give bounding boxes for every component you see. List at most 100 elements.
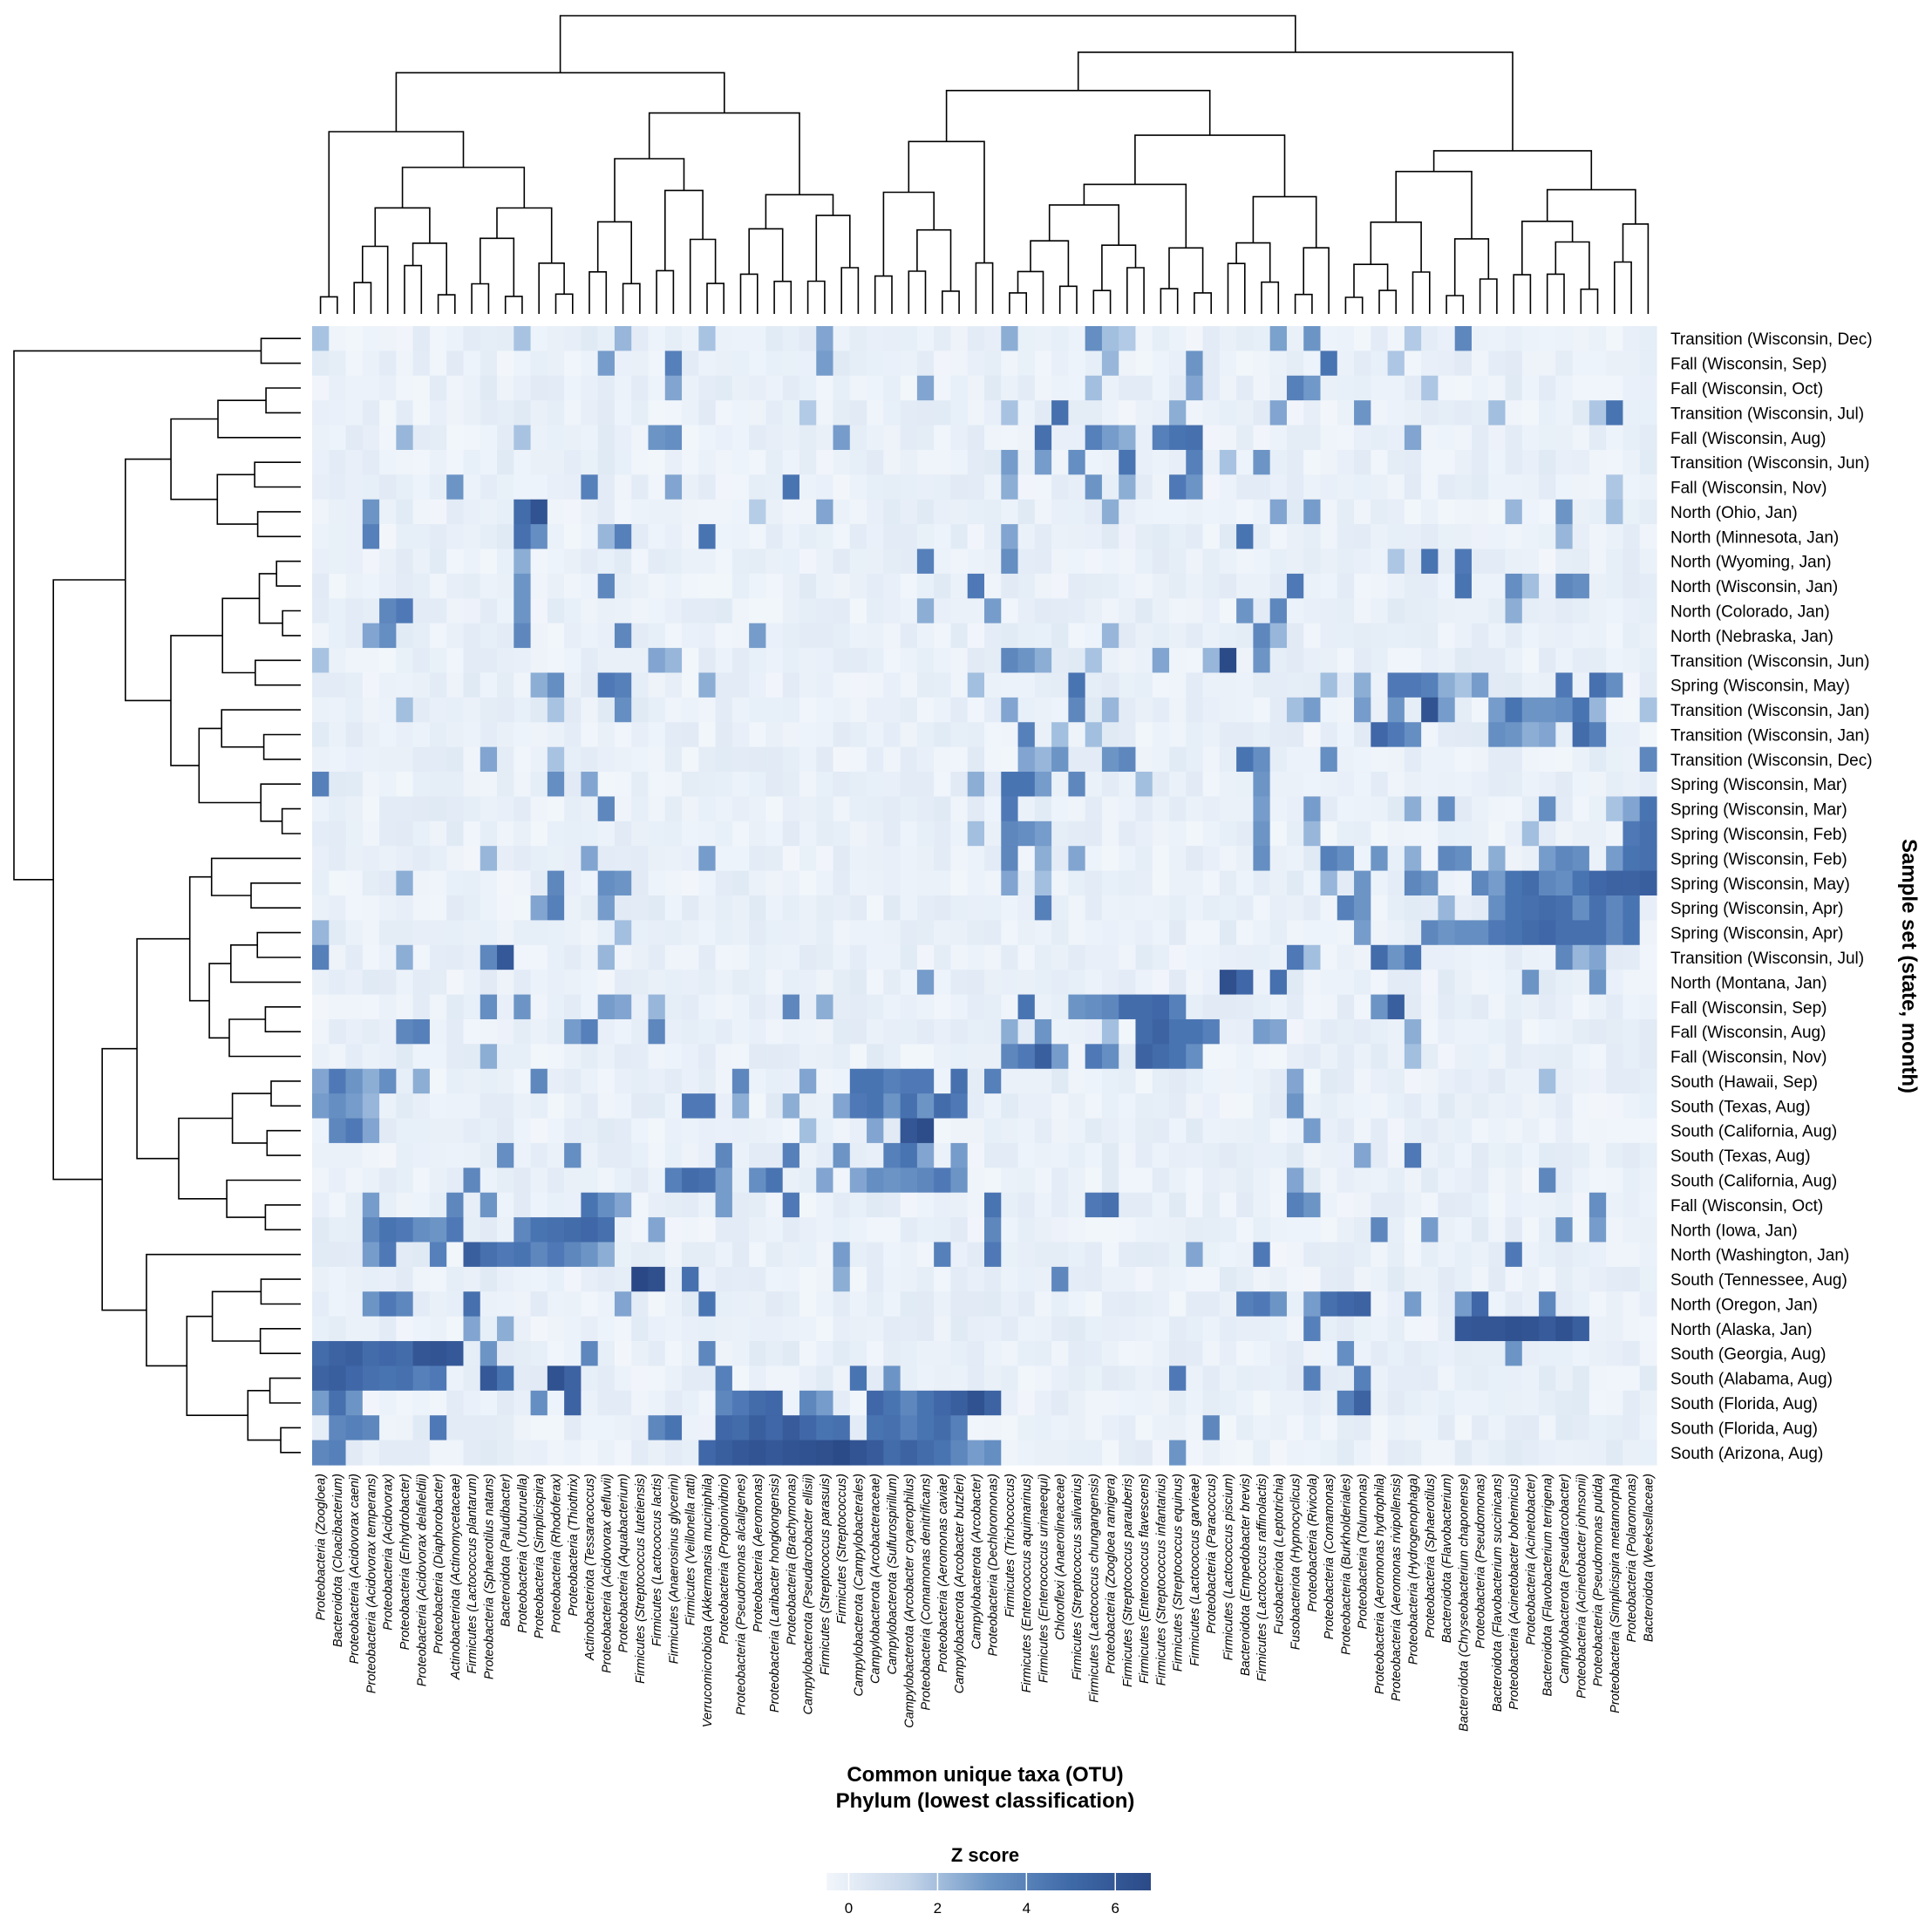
heatmap-cell <box>883 1118 901 1144</box>
heatmap-cell <box>765 722 784 748</box>
heatmap-cell <box>1521 1142 1540 1168</box>
heatmap-cell <box>1119 1415 1137 1441</box>
heatmap-cell <box>581 746 599 773</box>
heatmap-cell <box>463 672 481 698</box>
heatmap-cell <box>581 400 599 426</box>
heatmap-cell <box>1068 449 1086 475</box>
heatmap-cell <box>849 1316 867 1342</box>
heatmap-cell <box>412 1291 431 1318</box>
heatmap-cell <box>1354 1018 1371 1045</box>
heatmap-cell <box>833 1365 851 1392</box>
heatmap-cell <box>1169 1044 1187 1070</box>
heatmap-cell <box>1303 772 1322 798</box>
heatmap-cell <box>631 672 650 698</box>
heatmap-cell <box>1135 326 1153 351</box>
heatmap-cell <box>749 1365 767 1392</box>
heatmap-cell <box>1219 1415 1237 1441</box>
heatmap-cell <box>564 499 582 525</box>
heatmap-cell <box>1152 1365 1170 1392</box>
heatmap-cell <box>833 1415 851 1441</box>
heatmap-cell <box>329 425 347 451</box>
column-dendrogram-branch <box>1126 267 1145 314</box>
heatmap-cell <box>1337 1415 1355 1441</box>
heatmap-cell <box>329 573 347 599</box>
heatmap-cell <box>1354 499 1371 525</box>
heatmap-cell <box>765 449 784 475</box>
heatmap-cell <box>867 648 884 674</box>
heatmap-cell <box>984 1093 1002 1120</box>
heatmap-cell <box>1421 1192 1439 1218</box>
heatmap-cell <box>1371 1192 1389 1218</box>
heatmap-cell <box>1471 375 1489 401</box>
heatmap-cell <box>547 895 565 921</box>
heatmap-cell <box>1539 746 1556 773</box>
heatmap-cell <box>1371 1341 1389 1367</box>
heatmap-cell <box>1303 449 1322 475</box>
heatmap-cell <box>664 821 683 847</box>
heatmap-cell <box>362 944 380 970</box>
heatmap-cell <box>1119 772 1137 798</box>
heatmap-cell <box>1471 1291 1489 1318</box>
heatmap-cell <box>1320 821 1338 847</box>
heatmap-cell <box>1454 1266 1473 1292</box>
heatmap-cell <box>900 846 918 872</box>
heatmap-cell <box>765 1266 784 1292</box>
heatmap-cell <box>1505 326 1523 351</box>
heatmap-cell <box>1421 573 1439 599</box>
heatmap-cell <box>446 870 465 896</box>
heatmap-cell <box>463 1440 481 1466</box>
heatmap-cell <box>396 449 414 475</box>
heatmap-cell <box>1606 524 1624 550</box>
heatmap-cell <box>497 449 514 475</box>
heatmap-cell <box>1337 1316 1355 1342</box>
heatmap-cell <box>1320 1118 1338 1144</box>
heatmap-cell <box>950 425 969 451</box>
row-label: South (Florida, Aug) <box>1670 1420 1818 1438</box>
heatmap-cell <box>1152 821 1170 847</box>
heatmap-cell <box>1639 1192 1657 1218</box>
heatmap-cell <box>1236 1168 1255 1194</box>
heatmap-cell <box>1454 1044 1473 1070</box>
heatmap-cell <box>1051 1217 1069 1243</box>
heatmap-cell <box>1505 449 1523 475</box>
heatmap-cell <box>463 524 481 550</box>
heatmap-cell <box>682 970 699 996</box>
heatmap-cell <box>682 1118 699 1144</box>
heatmap-cell <box>564 672 582 698</box>
heatmap-cell <box>530 474 548 500</box>
heatmap-cell <box>1521 796 1540 822</box>
heatmap-cell <box>1354 970 1371 996</box>
heatmap-cell <box>1320 1316 1338 1342</box>
heatmap-cell <box>833 499 851 525</box>
heatmap-cell <box>1152 474 1170 500</box>
heatmap-cell <box>1269 598 1288 624</box>
heatmap-cell <box>1539 375 1556 401</box>
heatmap-cell <box>530 970 548 996</box>
heatmap-cell <box>1371 1018 1389 1045</box>
heatmap-cell <box>916 722 935 748</box>
row-label: Spring (Wisconsin, May) <box>1670 875 1850 894</box>
heatmap-cell <box>782 1118 800 1144</box>
heatmap-cell <box>581 1018 599 1045</box>
heatmap-cell <box>1101 1068 1119 1094</box>
heatmap-cell <box>664 1168 683 1194</box>
heatmap-cell <box>1555 425 1574 451</box>
heatmap-cell <box>1169 1118 1187 1144</box>
column-label: Proteobacteria (Acidovorax) <box>382 1474 396 1631</box>
heatmap-cell <box>412 1044 431 1070</box>
heatmap-cell <box>1354 1118 1371 1144</box>
heatmap-cell <box>984 895 1002 921</box>
heatmap-cell <box>799 821 817 847</box>
heatmap-cell <box>833 1440 851 1466</box>
heatmap-cell <box>1286 1192 1304 1218</box>
heatmap-cell <box>1488 425 1507 451</box>
heatmap-cell <box>564 1168 582 1194</box>
heatmap-cell <box>329 499 347 525</box>
heatmap-cell <box>480 1341 498 1367</box>
heatmap-cell <box>1269 1018 1288 1045</box>
heatmap-cell <box>1186 326 1204 351</box>
heatmap-cell <box>934 1192 952 1218</box>
heatmap-cell <box>412 944 431 970</box>
heatmap-cell <box>1521 1341 1540 1367</box>
column-dendrogram-branch <box>908 270 927 314</box>
